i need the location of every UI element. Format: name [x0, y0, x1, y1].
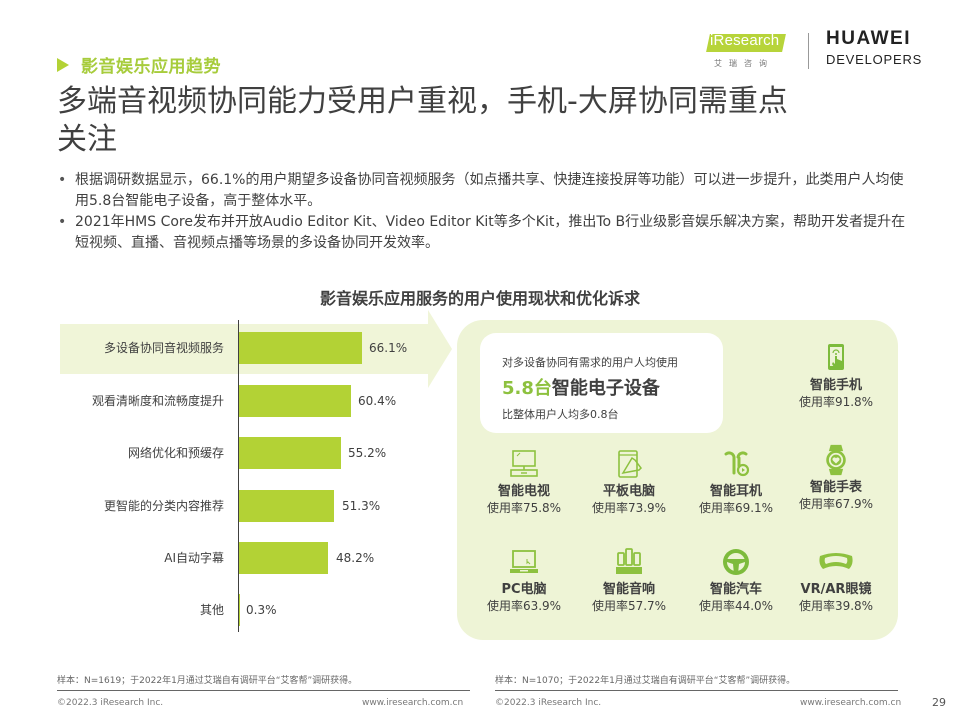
copyright-right: ©2022.3 iResearch Inc. [495, 698, 602, 708]
device-rate: 使用率57.7% [591, 599, 667, 613]
device-rate: 使用率73.9% [591, 501, 667, 515]
device-usage-panel: 对多设备协同有需求的用户人均使用 5.8台智能电子设备 比整体用户人均多0.8台… [457, 320, 898, 640]
website-link-right[interactable]: www.iresearch.com.cn [800, 698, 902, 708]
bar [239, 385, 351, 417]
bar-label: 更智能的分类内容推荐 [103, 499, 224, 513]
device-name: PC电脑 [501, 582, 547, 597]
device-item: 平板电脑 使用率73.9% [579, 448, 679, 516]
device-item: 智能汽车 使用率44.0% [686, 546, 786, 614]
device-item: 智能手机 使用率91.8% [786, 342, 886, 410]
bar-chart: 多设备协同音视频服务 66.1% 观看清晰度和流畅度提升 60.4% 网络优化和… [60, 310, 460, 632]
watch-icon [826, 444, 846, 476]
device-rate: 使用率63.9% [486, 599, 562, 613]
bar-value: 48.2% [336, 551, 375, 565]
huawei-logo-line2: DEVELOPERS [826, 52, 923, 67]
device-rate: 使用率44.0% [698, 599, 774, 613]
device-item: VR/AR眼镜 使用率39.8% [786, 546, 886, 614]
device-item: PC电脑 使用率63.9% [474, 546, 574, 614]
section-tag: 影音娱乐应用趋势 [57, 52, 221, 77]
smartphone-icon [828, 344, 844, 370]
bar-row: AI自动字幕 48.2% [60, 542, 460, 574]
device-name: 智能手表 [809, 480, 862, 495]
sample-note-right: 样本：N=1070；于2022年1月通过艾瑞自有调研平台“艾客帮”调研获得。 [495, 676, 796, 686]
logo-divider [808, 33, 809, 69]
speaker-icon [616, 548, 642, 574]
bar-label: 多设备协同音视频服务 [103, 341, 224, 355]
chart-title: 影音娱乐应用服务的用户使用现状和优化诉求 [319, 289, 640, 308]
device-rate: 使用率69.1% [698, 501, 774, 515]
footer-rule-right [495, 690, 898, 691]
bar [239, 332, 362, 364]
copyright-left: ©2022.3 iResearch Inc. [57, 698, 164, 708]
steering-wheel-icon [723, 549, 749, 575]
bullet-item: 2021年HMS Core发布并开放Audio Editor Kit、Video… [57, 212, 917, 254]
device-rate: 使用率91.8% [798, 395, 874, 409]
bar [239, 490, 334, 522]
logo-group: iResearch 艾瑞咨询 HUAWEI DEVELOPERS [700, 28, 940, 73]
bar [239, 542, 328, 574]
bullet-item: 根据调研数据显示，66.1%的用户期望多设备协同音视频服务（如点播共享、快捷连接… [57, 170, 917, 212]
callout-line3: 比整体用户人均多0.8台 [502, 408, 619, 421]
sample-note-left: 样本：N=1619；于2022年1月通过艾瑞自有调研平台“艾客帮”调研获得。 [57, 676, 358, 686]
callout-card: 对多设备协同有需求的用户人均使用 5.8台智能电子设备 比整体用户人均多0.8台 [480, 333, 723, 433]
bar-label: 网络优化和预缓存 [127, 446, 224, 460]
bar-label: 其他 [199, 603, 224, 617]
bar-value: 51.3% [342, 499, 381, 513]
huawei-logo-line1: HUAWEI [826, 28, 911, 49]
device-name: 智能汽车 [709, 582, 762, 597]
bar-row: 观看清晰度和流畅度提升 60.4% [60, 385, 460, 417]
device-item: 智能电视 使用率75.8% [474, 448, 574, 516]
bar-value: 66.1% [369, 341, 408, 355]
tv-icon [510, 450, 538, 477]
device-name: VR/AR眼镜 [800, 582, 872, 597]
device-item: 智能耳机 使用率69.1% [686, 448, 786, 516]
device-name: 智能音响 [602, 582, 655, 597]
highlight-arrow [428, 310, 452, 388]
bar-value: 0.3% [246, 603, 277, 617]
device-name: 智能耳机 [709, 484, 762, 499]
y-axis-line [238, 320, 239, 632]
laptop-icon [510, 550, 538, 573]
callout-line1: 对多设备协同有需求的用户人均使用 [502, 356, 678, 369]
bar-row: 多设备协同音视频服务 66.1% [60, 332, 460, 364]
website-link-left[interactable]: www.iresearch.com.cn [362, 698, 464, 708]
earbuds-icon [724, 451, 750, 477]
device-item: 智能手表 使用率67.9% [786, 444, 886, 512]
triangle-bullet-icon [57, 57, 69, 72]
bar-label: 观看清晰度和流畅度提升 [91, 394, 224, 408]
bar-row: 网络优化和预缓存 55.2% [60, 437, 460, 469]
bar-label: AI自动字幕 [164, 551, 224, 565]
page-title: 多端音视频协同能力受用户重视，手机-大屏协同需重点关注 [57, 84, 788, 157]
bar-row: 更智能的分类内容推荐 51.3% [60, 490, 460, 522]
vr-glasses-icon [819, 553, 853, 569]
device-rate: 使用率39.8% [798, 599, 874, 613]
bar-row: 其他 0.3% [60, 594, 460, 626]
callout-text: 智能电子设备 [551, 378, 660, 399]
page-number: 29 [932, 696, 946, 709]
bullet-list: 根据调研数据显示，66.1%的用户期望多设备协同音视频服务（如点播共享、快捷连接… [57, 170, 917, 254]
device-name: 智能电视 [497, 484, 550, 499]
device-rate: 使用率67.9% [798, 497, 874, 511]
callout-number: 5.8台 [502, 378, 552, 399]
callout-headline: 5.8台智能电子设备 [502, 374, 660, 400]
bar-value: 55.2% [348, 446, 387, 460]
device-name: 智能手机 [809, 378, 862, 393]
bar [239, 437, 341, 469]
bar [239, 594, 240, 626]
footer-rule-left [57, 690, 470, 691]
bar-value: 60.4% [358, 394, 397, 408]
device-rate: 使用率75.8% [486, 501, 562, 515]
device-item: 智能音响 使用率57.7% [579, 546, 679, 614]
device-name: 平板电脑 [602, 484, 655, 499]
section-tag-label: 影音娱乐应用趋势 [81, 57, 221, 77]
tablet-icon [618, 450, 642, 478]
